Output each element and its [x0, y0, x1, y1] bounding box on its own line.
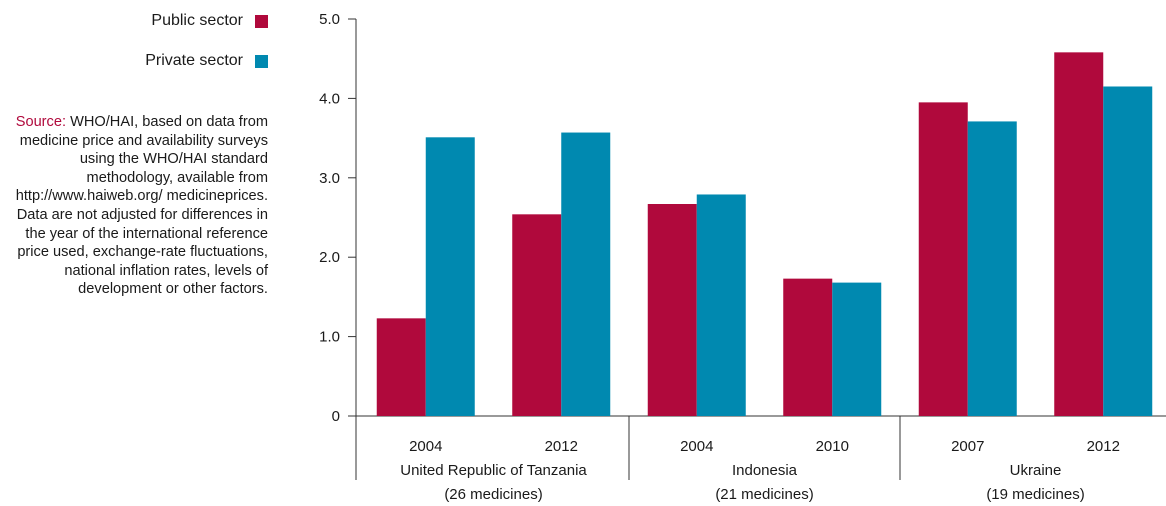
x-tick-label: 2007: [951, 438, 984, 455]
bar-private: [832, 282, 882, 416]
group-note: (19 medicines): [986, 486, 1084, 503]
bar-private: [967, 121, 1017, 417]
group-label: Indonesia: [732, 462, 798, 479]
bar-private: [425, 137, 475, 416]
bar-public: [918, 102, 968, 417]
group-label: United Republic of Tanzania: [400, 462, 587, 479]
y-tick-label: 4.0: [319, 90, 340, 107]
legend-swatch-public: [255, 14, 268, 28]
y-tick-label: 5.0: [319, 11, 340, 28]
x-tick-label: 2010: [816, 438, 849, 455]
legend-swatch-private: [255, 54, 268, 68]
bar-private: [1103, 86, 1153, 417]
x-tick-label: 2004: [409, 438, 442, 455]
bar-private: [696, 194, 746, 416]
group-label: Ukraine: [1010, 462, 1062, 479]
y-tick-label: 2.0: [319, 249, 340, 266]
bar-public: [647, 204, 697, 416]
x-tick-label: 2012: [1087, 438, 1120, 455]
y-tick-label: 0: [332, 408, 340, 425]
group-note: (21 medicines): [715, 486, 813, 503]
bar-public: [512, 214, 562, 416]
y-tick-label: 3.0: [319, 170, 340, 187]
bar-public: [783, 278, 833, 416]
bar-private: [561, 132, 611, 417]
bar-public: [1054, 52, 1104, 417]
y-tick-label: 1.0: [319, 329, 340, 346]
x-tick-label: 2012: [545, 438, 578, 455]
legend-label-private: Private sector: [145, 52, 243, 69]
legend: Public sector Private sector: [145, 10, 268, 90]
legend-item-public: Public sector: [145, 10, 268, 32]
source-note: Source: WHO/HAI, based on data from medi…: [0, 113, 268, 299]
legend-item-private: Private sector: [145, 50, 268, 72]
bar-public: [376, 318, 426, 416]
legend-label-public: Public sector: [151, 12, 243, 29]
group-note: (26 medicines): [444, 486, 542, 503]
x-tick-label: 2004: [680, 438, 713, 455]
source-label: Source:: [15, 114, 67, 130]
source-text: WHO/HAI, based on data from medicine pri…: [15, 114, 268, 298]
